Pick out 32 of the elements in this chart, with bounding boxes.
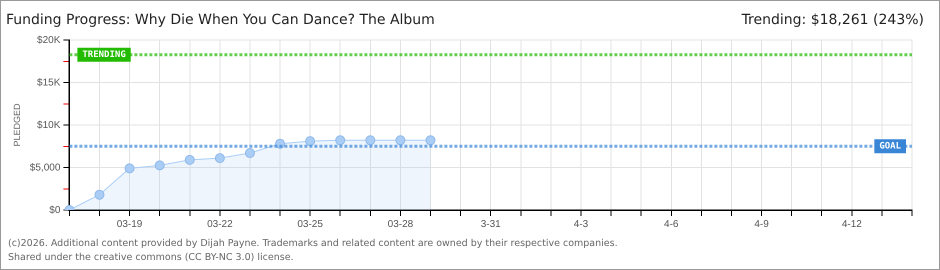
x-tick-label: 03-19 bbox=[116, 218, 143, 230]
x-tick-label: 4-12 bbox=[842, 218, 862, 230]
point bbox=[184, 154, 195, 165]
y-axis-title: PLEDGED bbox=[12, 102, 22, 147]
y-tick-label: $15K bbox=[37, 77, 61, 88]
point bbox=[395, 135, 406, 146]
y-tick-label: $10K bbox=[37, 120, 61, 131]
point bbox=[124, 163, 135, 174]
ref-line-label: TRENDING bbox=[82, 50, 126, 60]
point bbox=[305, 136, 316, 146]
x-tick-label: 3-31 bbox=[480, 218, 502, 230]
x-tick-label: 4-3 bbox=[574, 218, 589, 230]
point bbox=[426, 135, 436, 146]
x-tick-label: 4-6 bbox=[664, 218, 679, 230]
y-tick-label: $5,000 bbox=[30, 162, 61, 174]
point bbox=[244, 148, 255, 158]
point bbox=[154, 160, 165, 170]
y-tick-label: $20K bbox=[37, 34, 61, 46]
chart-subtitle: Trending: $18,261 (243%) bbox=[742, 12, 924, 28]
point bbox=[365, 135, 376, 146]
text: (c)2026. Additional content provided by Dijah Payne. Trademarks and related content are owned by their respective companies. bbox=[8, 237, 618, 251]
y-tick-label: $0 bbox=[49, 204, 61, 216]
x-tick-label: 03-28 bbox=[388, 218, 414, 230]
text: Shared under the creative commons (CC BY-NC 3.0) license. bbox=[8, 251, 295, 265]
ref-line-label: GOAL bbox=[879, 142, 902, 152]
x-tick-label: 4-9 bbox=[754, 218, 770, 230]
point bbox=[214, 153, 225, 164]
x-tick-label: 03-22 bbox=[207, 218, 234, 230]
point bbox=[94, 190, 104, 200]
chart-title: Funding Progress: Why Die When You Can Dance? The Album bbox=[6, 12, 435, 28]
x-tick-label: 03-25 bbox=[297, 218, 324, 230]
point bbox=[335, 135, 346, 146]
